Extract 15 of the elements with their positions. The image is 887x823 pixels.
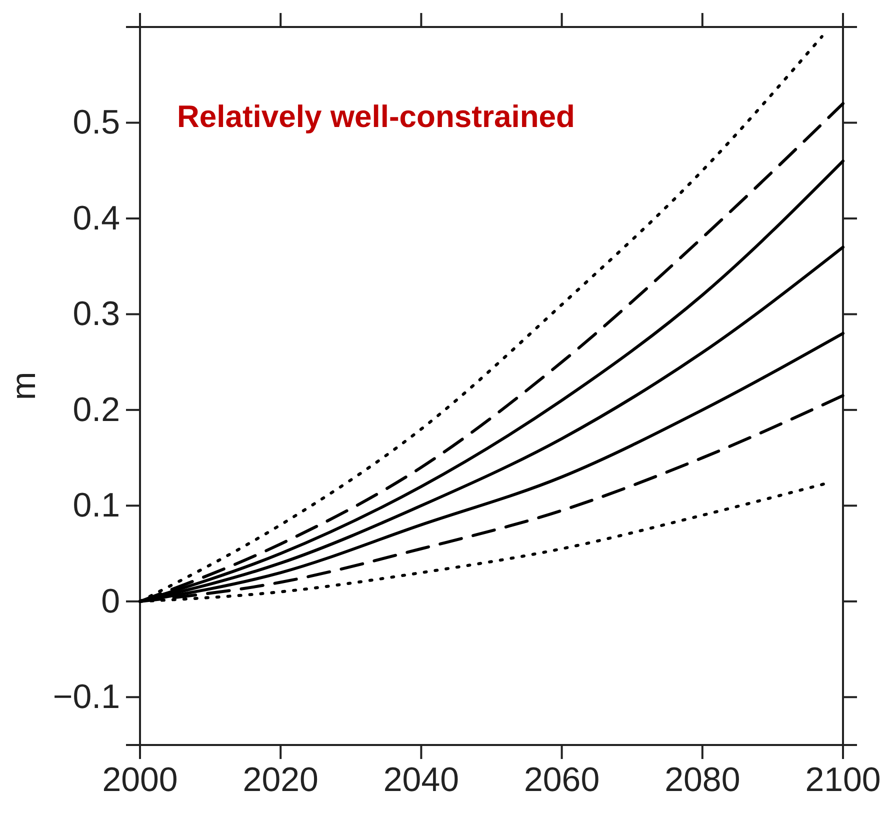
y-tick-label: 0.5	[72, 104, 120, 142]
y-tick-label: 0.4	[72, 199, 120, 238]
y-axis-title: m	[5, 372, 43, 400]
y-tick-label: 0.2	[72, 390, 120, 429]
y-tick-label: 0.1	[72, 486, 120, 525]
x-tick-label: 2100	[805, 761, 881, 800]
x-tick-label: 2080	[664, 761, 740, 800]
x-tick-label: 2040	[383, 761, 460, 800]
annotation: Relatively well-constrained	[177, 99, 575, 134]
x-tick-label: 2000	[102, 761, 178, 800]
y-tick-label: 0.3	[72, 295, 120, 334]
x-tick-label: 2020	[242, 761, 318, 800]
y-tick-label: 0	[101, 582, 120, 620]
x-tick-label: 2060	[524, 761, 600, 800]
y-tick-label: −0.1	[52, 678, 120, 716]
